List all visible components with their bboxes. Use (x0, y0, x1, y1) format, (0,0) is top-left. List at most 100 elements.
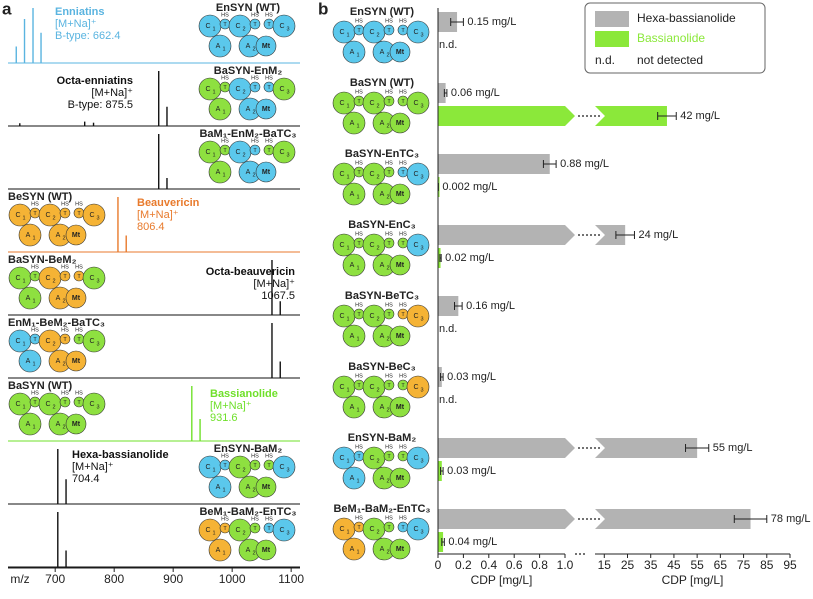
x-tick-label: 0.2 (455, 558, 472, 572)
domain (18, 223, 42, 247)
domain-label: A (380, 475, 385, 482)
domain (249, 144, 261, 156)
domain-label: C (369, 171, 374, 178)
domain (272, 518, 296, 542)
domain-label: HS (385, 89, 393, 95)
bar (438, 12, 458, 32)
value-label: 0.15 mg/L (467, 16, 516, 28)
domain-label: C (369, 29, 374, 36)
domain-index: 2 (377, 529, 380, 535)
domain-index: 2 (63, 361, 66, 367)
bar-continued (595, 509, 751, 529)
domain (255, 161, 277, 183)
domain-label: A (26, 358, 31, 365)
construct-name: EnM₁-BeM₂-BaTC₃ (8, 317, 105, 329)
domain-index: 2 (387, 478, 390, 484)
domain (272, 140, 296, 164)
domain-label: HS (385, 373, 393, 379)
domain (383, 379, 395, 391)
domain-label: T (77, 400, 81, 406)
domain-label: C (279, 149, 284, 156)
domain-label: HS (61, 390, 69, 396)
peak-annotation: 806.4 (137, 221, 165, 233)
domain-label: A (380, 546, 385, 553)
domain-label: HS (31, 201, 39, 207)
domain (389, 254, 411, 276)
x-tick-label: 0.4 (480, 558, 497, 572)
value-label: 55 mg/L (713, 442, 753, 454)
value-label: 0.06 mg/L (451, 87, 500, 99)
domain-label: Mt (262, 43, 271, 50)
domain-index: 2 (387, 123, 390, 129)
domain-label: C (369, 455, 374, 462)
domain-label: A (350, 475, 355, 482)
domain (82, 203, 106, 227)
domain-index: 3 (97, 278, 100, 284)
domain-index: 1 (213, 26, 216, 32)
domain-index: 2 (377, 245, 380, 251)
domain-index: 1 (347, 387, 350, 393)
domain-label: T (33, 400, 37, 406)
construct-name: BaSYN-EnC₃ (348, 219, 415, 231)
value-label: 0.04 mg/L (448, 536, 497, 548)
domain (383, 450, 395, 462)
domain-label: A (26, 421, 31, 428)
domain-label: Mt (72, 295, 81, 302)
legend-label: Bassianolide (637, 31, 705, 45)
domain-label: HS (31, 390, 39, 396)
domain-index: 1 (33, 424, 36, 430)
domain (272, 455, 296, 479)
domain-index: 1 (347, 529, 350, 535)
domain-index: 1 (347, 32, 350, 38)
domain (389, 183, 411, 205)
domain-index: 2 (243, 530, 246, 536)
domain-label: HS (355, 18, 363, 24)
bar (438, 154, 550, 174)
domain-label: T (357, 312, 361, 318)
domain-label: HS (385, 515, 393, 521)
domain-index: 3 (287, 467, 290, 473)
value-label: 0.002 mg/L (442, 181, 497, 193)
domain-label: C (89, 212, 94, 219)
domain-label: Mt (396, 333, 405, 340)
domain-label: Mt (396, 262, 405, 269)
domain-index: 3 (287, 152, 290, 158)
bar (438, 532, 444, 552)
domain-label: C (413, 100, 418, 107)
domain (18, 286, 42, 310)
domain (342, 466, 366, 490)
domain-label: C (15, 401, 20, 408)
x2-axis-label: CDP [mg/L] (662, 573, 724, 587)
domain-label: Mt (262, 106, 271, 113)
domain-label: C (369, 313, 374, 320)
domain-index: 2 (377, 103, 380, 109)
domain (59, 396, 71, 408)
construct-name: EnSYN (WT) (216, 2, 280, 14)
domain-label: C (89, 275, 94, 282)
domain-label: C (15, 212, 20, 219)
domain-label: HS (355, 160, 363, 166)
domain-label: C (413, 384, 418, 391)
domain-label: T (357, 525, 361, 531)
peak-annotation: Bassianolide (210, 388, 278, 400)
x-tick-label: 65 (714, 558, 728, 572)
domain-label: T (63, 274, 67, 280)
domain-index: 1 (357, 123, 360, 129)
domain-index: 1 (223, 172, 226, 178)
peak-annotation: 704.4 (72, 473, 100, 485)
domain-label: HS (399, 515, 407, 521)
construct-name: BaSYN-BeC₃ (348, 361, 415, 373)
domain-label: T (387, 454, 391, 460)
domain-label: T (401, 312, 405, 318)
domain-label: C (413, 29, 418, 36)
domain-label: C (205, 86, 210, 93)
domain (255, 539, 277, 561)
domain-index: 3 (421, 387, 424, 393)
peak-annotation: [M+Na]⁺ (210, 400, 252, 412)
domain (272, 14, 296, 38)
bar (438, 106, 575, 126)
domain-label: A (56, 358, 61, 365)
domain-label: A (216, 43, 221, 50)
domain (59, 207, 71, 219)
x-tick-label: 85 (760, 558, 774, 572)
